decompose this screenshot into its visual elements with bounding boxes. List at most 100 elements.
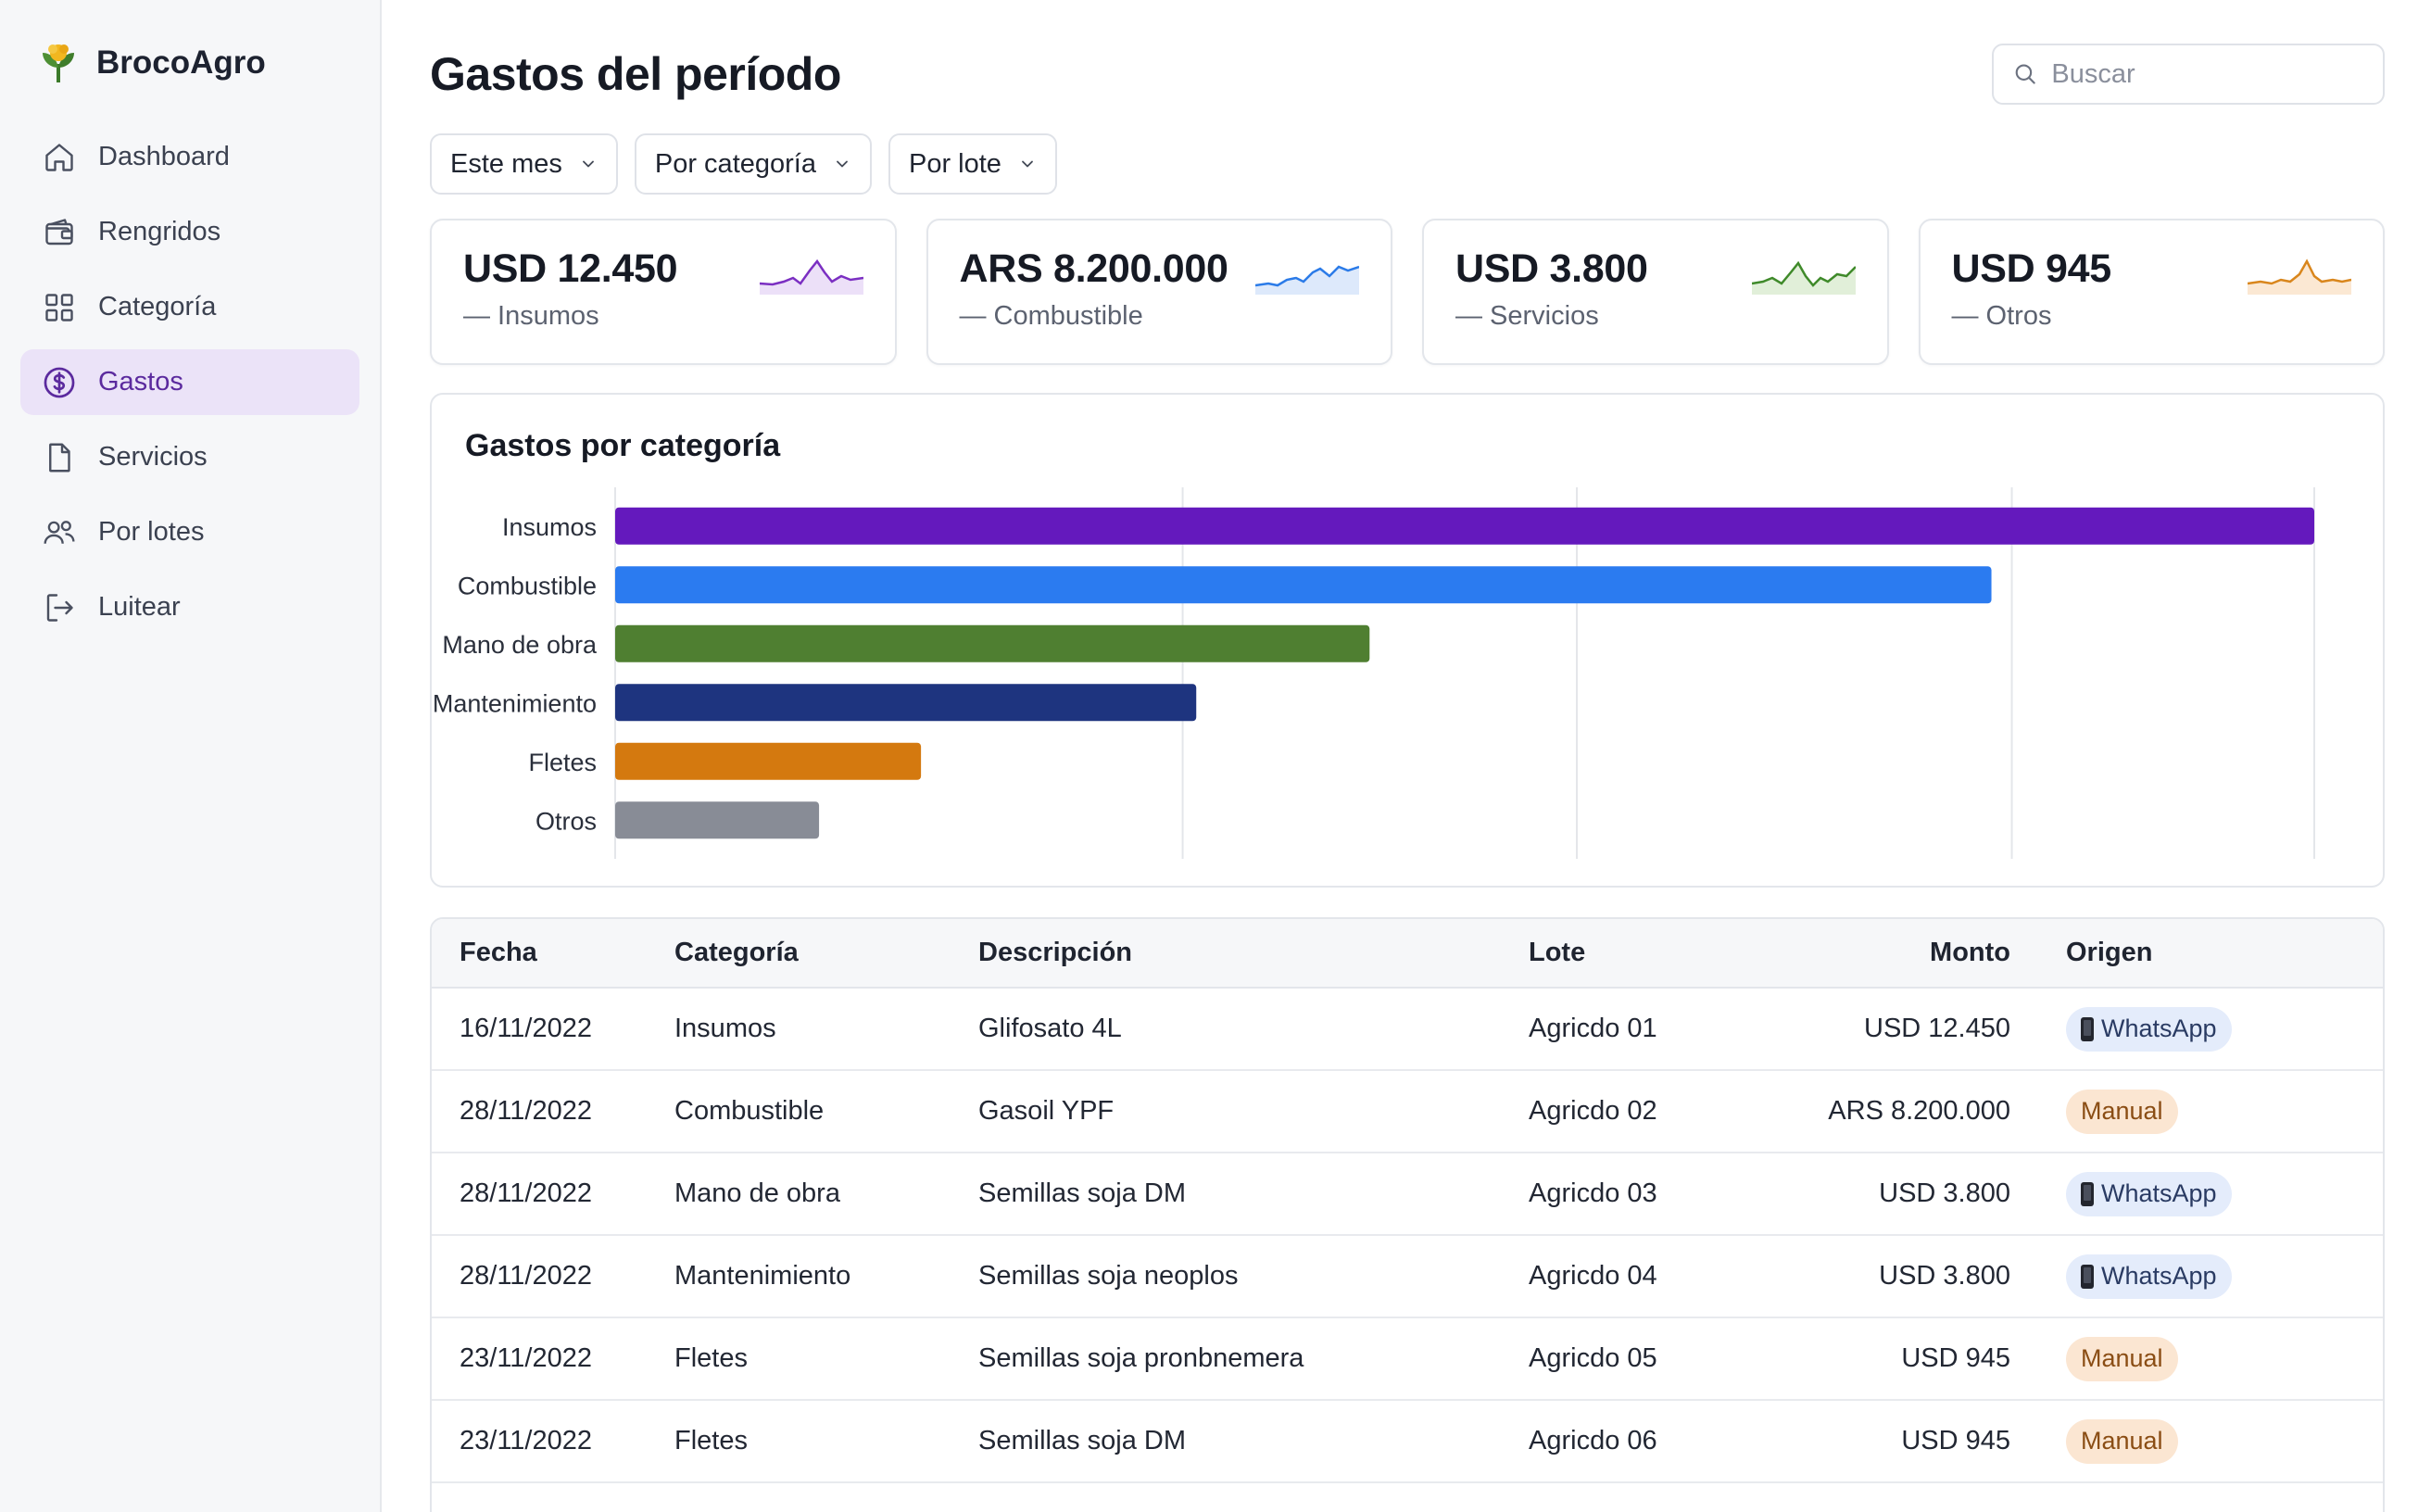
cell-fecha: 16/11/2022 — [432, 988, 647, 1071]
table-row[interactable]: 23/11/2022 Fletes Semillas soja pronbnemer… — [432, 1317, 2383, 1401]
cell-descripcion: Semillas soja pronbnemera — [951, 1317, 1501, 1401]
sidebar-item-rengridos[interactable]: Rengridos — [20, 199, 359, 265]
home-icon — [41, 139, 78, 176]
cell-monto: USD 12.450 — [1760, 988, 2038, 1071]
table-row[interactable]: 28/11/2022 Mano de obra Semillas soja DM Ag… — [432, 1153, 2383, 1236]
sidebar-item-luitear[interactable]: Luitear — [20, 574, 359, 640]
cell-fecha: 23/11/2022 — [432, 1400, 647, 1483]
cell-lote: Agricdo 02 — [1501, 1070, 1760, 1153]
table-row[interactable]: 23/11/2022 Fletes Semillas soja DM Agricdo … — [432, 1400, 2383, 1483]
table-body: 16/11/2022 Insumos Glifosato 4L Agricdo 01 U… — [432, 988, 2383, 1483]
cell-categoria: Mantenimiento — [647, 1235, 951, 1318]
document-icon — [41, 439, 78, 476]
column-header-lote[interactable]: Lote — [1501, 919, 1760, 989]
chart-bar[interactable] — [615, 566, 1992, 604]
origin-badge-label: WhatsApp — [2101, 1179, 2217, 1207]
sparkline-servicios — [1751, 260, 1856, 295]
cell-descripcion: Semillas soja neoplos — [951, 1235, 1501, 1318]
table-row[interactable]: 28/11/2022 Combustible Gasoil YPF Agricdo 0… — [432, 1070, 2383, 1153]
cell-categoria: Insumos — [647, 988, 951, 1071]
brand-logo-icon — [43, 44, 74, 82]
chart-bar[interactable] — [615, 742, 922, 780]
origin-badge-label: Manual — [2081, 1344, 2163, 1372]
filter-label: Por lote — [908, 148, 1001, 179]
cell-categoria: Fletes — [647, 1317, 951, 1401]
kpi-card-insumos[interactable]: USD 12.450 — Insumos — [430, 219, 897, 365]
kpi-card-otros[interactable]: USD 945 — Otros — [1918, 219, 2385, 365]
cell-descripcion: Gasoil YPF — [951, 1070, 1501, 1153]
dollar-circle-icon — [41, 364, 78, 401]
expenses-table-card: Fecha Categoría Descripción Lote Monto O… — [430, 917, 2385, 1512]
column-header-fecha[interactable]: Fecha — [432, 919, 647, 989]
filter-lot-dropdown[interactable]: Por lote — [888, 133, 1057, 195]
sidebar: BrocoAgro Dashboard Rengridos Categoría — [0, 0, 382, 1512]
cell-lote: Agricdo 06 — [1501, 1400, 1760, 1483]
search-input[interactable] — [2051, 58, 2364, 90]
sidebar-item-gastos[interactable]: Gastos — [20, 349, 359, 415]
kpi-label: — Servicios — [1455, 301, 1599, 331]
cell-monto: USD 945 — [1760, 1317, 2038, 1401]
cell-origen: WhatsApp — [2038, 988, 2383, 1071]
sidebar-item-por-lotes[interactable]: Por lotes — [20, 499, 359, 565]
cell-lote: Agricdo 01 — [1501, 988, 1760, 1071]
sidebar-item-dashboard[interactable]: Dashboard — [20, 124, 359, 190]
chart-category-label: Mantenimiento — [433, 689, 597, 717]
cell-descripcion: Glifosato 4L — [951, 988, 1501, 1071]
sidebar-item-label: Servicios — [98, 442, 208, 472]
sidebar-item-servicios[interactable]: Servicios — [20, 424, 359, 490]
kpi-value: USD 945 — [1951, 246, 2112, 291]
kpi-label: — Insumos — [463, 301, 599, 331]
chart-bar[interactable] — [615, 801, 820, 839]
brand[interactable]: BrocoAgro — [20, 37, 359, 89]
main-content: Gastos del período Este mes Por categorí… — [382, 0, 2431, 1512]
cell-monto: ARS 8.200.000 — [1760, 1070, 2038, 1153]
sidebar-item-label: Categoría — [98, 292, 217, 321]
filter-label: Por categoría — [654, 148, 816, 179]
chevron-down-icon — [837, 160, 848, 168]
table-row[interactable]: 16/11/2022 Insumos Glifosato 4L Agricdo 01 U… — [432, 988, 2383, 1071]
sidebar-nav: Dashboard Rengridos Categoría Gastos — [20, 124, 359, 640]
kpi-value: ARS 8.200.000 — [959, 246, 1228, 291]
cell-fecha: 28/11/2022 — [432, 1235, 647, 1318]
filter-category-dropdown[interactable]: Por categoría — [634, 133, 872, 195]
cell-descripcion: Semillas soja DM — [951, 1400, 1501, 1483]
kpi-label: — Combustible — [959, 301, 1143, 331]
kpi-card-combustible[interactable]: ARS 8.200.000 — Combustible — [926, 219, 1392, 365]
chart-bar[interactable] — [615, 624, 1370, 662]
kpi-value: USD 12.450 — [463, 246, 678, 291]
origin-badge-label: Manual — [2081, 1427, 2163, 1455]
cell-fecha: 28/11/2022 — [432, 1070, 647, 1153]
page-title: Gastos del período — [430, 48, 841, 100]
column-header-monto[interactable]: Monto — [1760, 919, 2038, 989]
filter-period-dropdown[interactable]: Este mes — [430, 133, 618, 195]
sidebar-item-label: Rengridos — [98, 217, 221, 246]
column-header-categoria[interactable]: Categoría — [647, 919, 951, 989]
cell-monto: USD 945 — [1760, 1400, 2038, 1483]
cell-fecha: 23/11/2022 — [432, 1317, 647, 1401]
cell-categoria: Fletes — [647, 1400, 951, 1483]
kpi-value: USD 3.800 — [1455, 246, 1648, 291]
sidebar-item-label: Dashboard — [98, 142, 230, 171]
cell-origen: WhatsApp — [2038, 1235, 2383, 1318]
chart-category-label: Insumos — [502, 513, 597, 541]
logout-icon — [41, 589, 78, 626]
chart-bar[interactable] — [615, 507, 2314, 545]
category-chart-card: Gastos por categoría Insumos Combustible M… — [430, 393, 2385, 888]
origin-badge-label: WhatsApp — [2101, 1014, 2217, 1042]
table-row[interactable]: 28/11/2022 Mantenimiento Semillas soja neo… — [432, 1235, 2383, 1318]
chart-bar[interactable] — [615, 684, 1197, 722]
wallet-icon — [41, 214, 78, 251]
sidebar-item-label: Gastos — [98, 367, 183, 397]
origin-badge: Manual — [2066, 1418, 2178, 1464]
column-header-origen[interactable]: Origen — [2038, 919, 2383, 989]
sidebar-item-label: Luitear — [98, 592, 181, 622]
column-header-descripcion[interactable]: Descripción — [951, 919, 1501, 989]
sidebar-item-categoria[interactable]: Categoría — [20, 274, 359, 340]
kpi-card-servicios[interactable]: USD 3.800 — Servicios — [1422, 219, 1889, 365]
sparkline-combustible — [1255, 265, 1359, 295]
search-box[interactable] — [1992, 44, 2385, 105]
kpi-label: — Otros — [1951, 301, 2052, 331]
table-header-row: Fecha Categoría Descripción Lote Monto O… — [432, 919, 2383, 989]
grid-icon — [41, 289, 78, 326]
